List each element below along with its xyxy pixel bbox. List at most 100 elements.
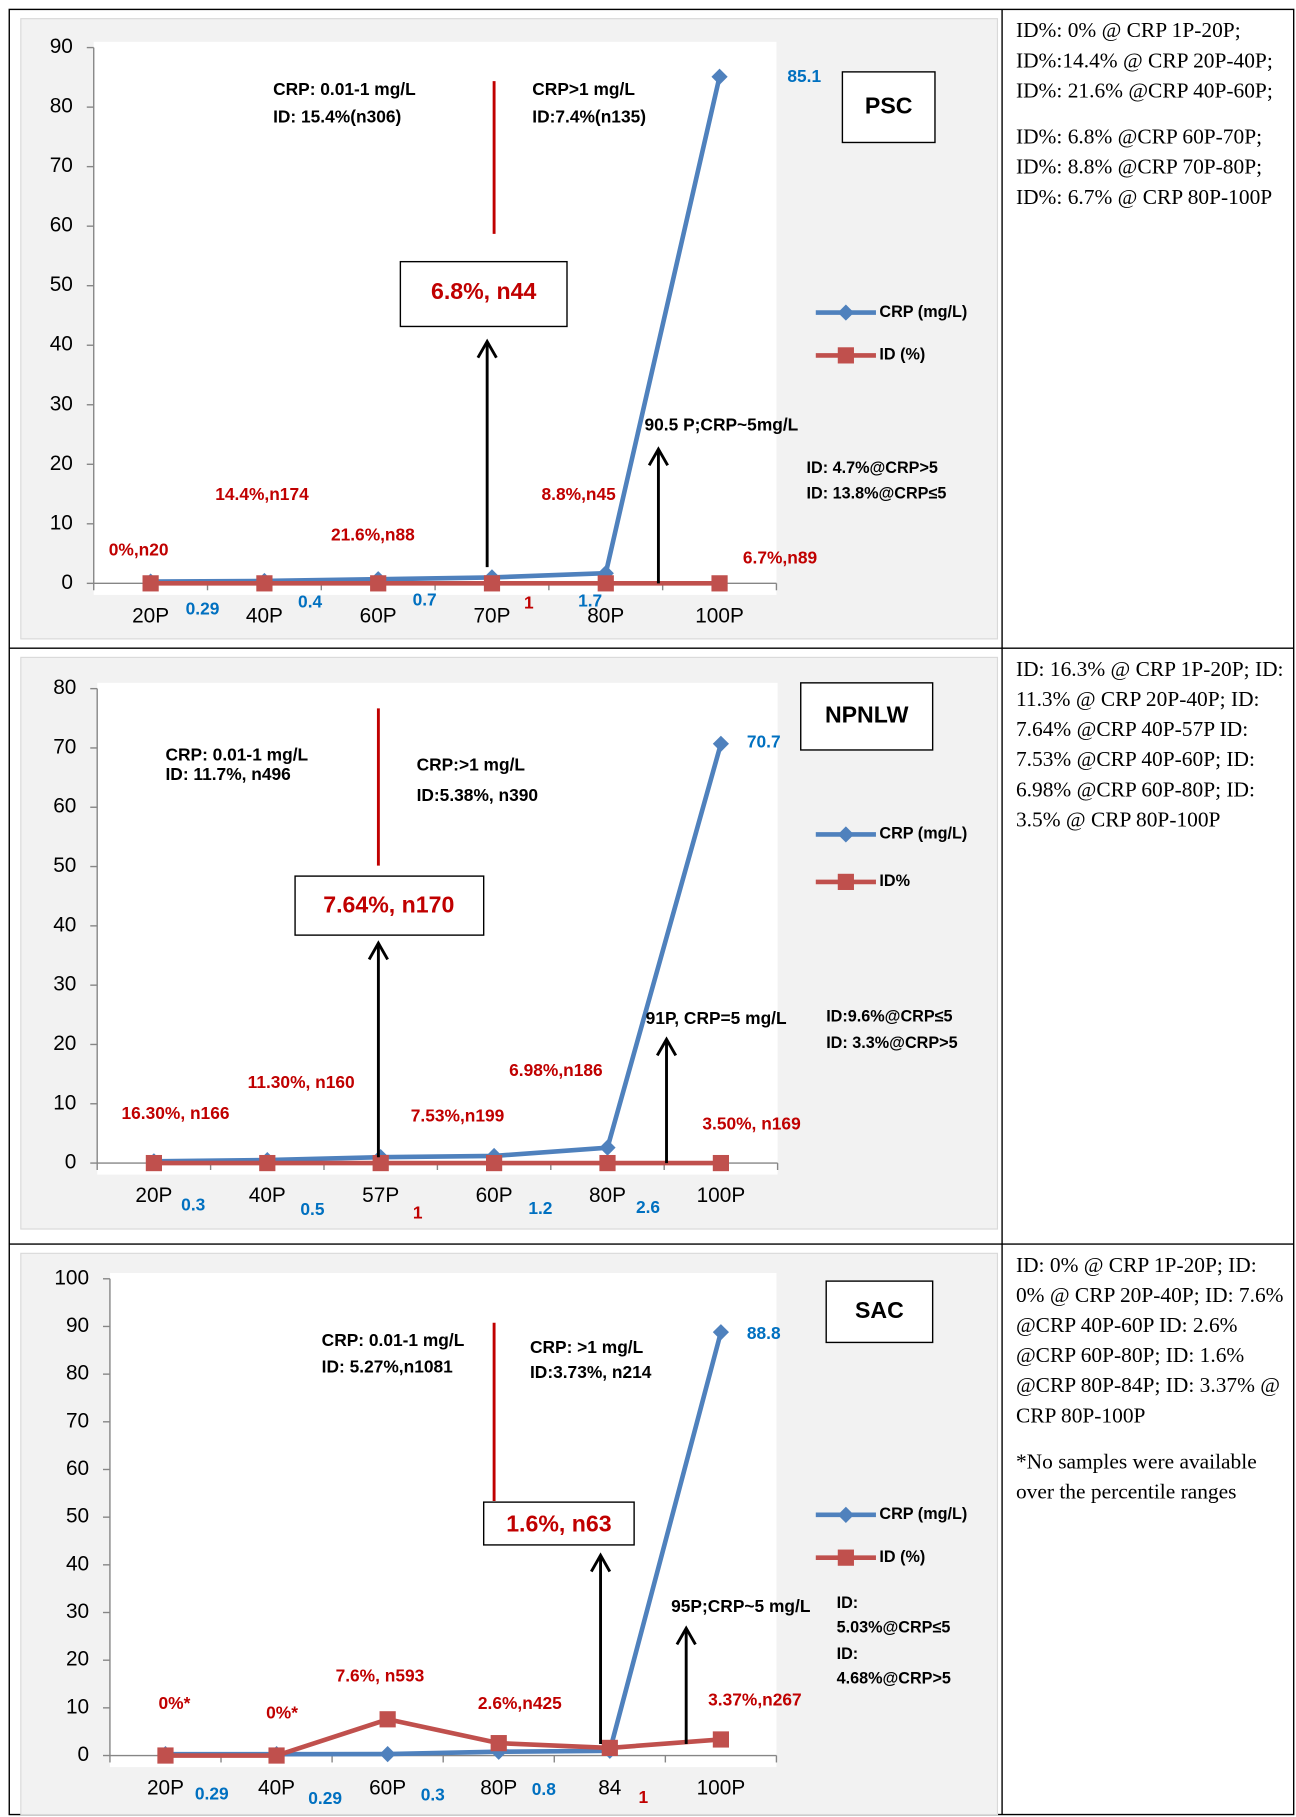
value-label: 0.3 xyxy=(181,1194,205,1214)
y-tick-label: 70 xyxy=(50,154,73,177)
arrow-head xyxy=(647,446,669,467)
annotation: 3.37%,n267 xyxy=(708,1690,802,1710)
y-tick-label: 80 xyxy=(53,676,76,699)
annotation: CRP: 0.01-1 mg/L xyxy=(165,744,308,764)
legend-label: CRP (mg/L) xyxy=(879,1505,967,1523)
chart: 0 10 20 30 40 50 60 70 80 90 100 20P 40P 60P 80P 84 100P… xyxy=(20,1252,999,1816)
x-tick-label: 60P xyxy=(476,1184,513,1207)
y-tick-label: 30 xyxy=(53,973,76,996)
y-tick-label: 30 xyxy=(66,1600,89,1623)
y-tick-label: 20 xyxy=(50,452,73,475)
annotation: ID:9.6%@CRP≤5 xyxy=(826,1008,952,1026)
note-text: ID: 0% @ CRP 1P-20P; ID: 0% @ CRP 20P-40… xyxy=(1016,1251,1289,1508)
y-tick-label: 50 xyxy=(66,1505,89,1528)
y-tick-label: 10 xyxy=(66,1695,89,1718)
value-label: 1 xyxy=(413,1203,423,1223)
note-paragraph: *No samples were available over the perc… xyxy=(1015,1451,1257,1505)
y-tick-label: 50 xyxy=(50,273,73,296)
arrow-head xyxy=(675,1625,697,1646)
y-tick-label: 0 xyxy=(65,1151,77,1174)
annotation: 21.6%,n88 xyxy=(331,524,415,544)
annotation: 7.53%,n199 xyxy=(411,1105,505,1125)
y-tick-label: 40 xyxy=(53,913,76,936)
x-tick-label: 84 xyxy=(598,1777,621,1800)
annotation: ID: 11.7%, n496 xyxy=(165,764,291,784)
legend-label: CRP (mg/L) xyxy=(879,825,967,843)
chart-title: PSC xyxy=(865,92,913,118)
annotation: 90.5 P;CRP~5mg/L xyxy=(645,415,799,435)
y-tick-label: 60 xyxy=(50,214,73,237)
y-tick-label: 40 xyxy=(66,1552,89,1575)
annotation: 0%,n20 xyxy=(109,540,169,560)
marker xyxy=(142,575,159,592)
annotation: 7.6%, n593 xyxy=(336,1665,425,1685)
y-tick-label: 70 xyxy=(66,1409,89,1432)
value-label: 1.2 xyxy=(528,1198,552,1218)
y-tick-label: 80 xyxy=(66,1362,89,1385)
marker xyxy=(837,304,854,321)
x-tick-label: 80P xyxy=(480,1777,517,1800)
series-line xyxy=(165,1716,722,1758)
annotation: 2.6%,n425 xyxy=(478,1693,562,1713)
annotation: ID: xyxy=(837,1594,859,1612)
x-tick-label: 20P xyxy=(132,604,169,627)
annotation: CRP>1 mg/L xyxy=(532,79,635,99)
y-tick-label: 50 xyxy=(53,854,76,877)
marker xyxy=(837,1549,854,1566)
annotation: CRP: 0.01-1 mg/L xyxy=(273,79,416,99)
x-tick-label: 100P xyxy=(695,604,744,627)
annotation: ID:7.4%(n135) xyxy=(532,107,646,127)
annotation: CRP: 0.01-1 mg/L xyxy=(322,1330,465,1350)
arrow-head xyxy=(476,338,498,359)
side-note: ID%: 0% @ CRP 1P-20P; ID%:14.4% @ CRP 20… xyxy=(1015,19,1273,210)
y-tick-label: 30 xyxy=(50,392,73,415)
value-label: 0.29 xyxy=(195,1783,229,1803)
note-paragraph: ID: 0% @ CRP 1P-20P; ID: 0% @ CRP 20P-40… xyxy=(1015,1254,1284,1429)
y-tick-label: 0 xyxy=(61,571,73,594)
title-box xyxy=(841,71,936,144)
annotation: 16.30%, n166 xyxy=(121,1103,229,1123)
value-label: 88.8 xyxy=(747,1323,781,1343)
value-label: 85.1 xyxy=(787,66,821,86)
y-tick-label: 10 xyxy=(50,511,73,534)
marker xyxy=(601,1739,618,1757)
x-tick-label: 40P xyxy=(258,1777,295,1800)
marker xyxy=(145,1154,162,1172)
marker xyxy=(837,873,854,890)
annotation: 3.50%, n169 xyxy=(702,1113,800,1133)
value-label: 1 xyxy=(639,1787,649,1807)
chart-title: NPNLW xyxy=(825,702,909,728)
value-label: 0.5 xyxy=(300,1199,324,1219)
annotation: 4.68%@CRP>5 xyxy=(837,1669,951,1687)
y-tick-label: 10 xyxy=(53,1091,76,1114)
x-tick-label: 70P xyxy=(473,604,510,627)
callout-text: 1.6%, n63 xyxy=(506,1510,612,1536)
y-tick-label: 70 xyxy=(53,735,76,758)
y-tick-label: 20 xyxy=(66,1648,89,1671)
marker xyxy=(599,1139,616,1156)
y-tick-label: 60 xyxy=(66,1457,89,1480)
value-label: 0.29 xyxy=(308,1788,342,1808)
marker xyxy=(712,1324,729,1341)
annotation: 91P, CRP=5 mg/L xyxy=(646,1008,787,1028)
marker xyxy=(837,1506,854,1523)
value-label: 1 xyxy=(524,593,534,613)
note-paragraph: ID%: 0% @ CRP 1P-20P; ID%:14.4% @ CRP 20… xyxy=(1015,19,1273,104)
note-text: ID: 16.3% @ CRP 1P-20P; ID: 11.3% @ CRP … xyxy=(1016,655,1289,836)
value-label: 0.8 xyxy=(532,1779,556,1799)
value-label: 2.6 xyxy=(636,1197,660,1217)
chart-title: SAC xyxy=(855,1297,904,1323)
annotation: ID: xyxy=(837,1645,859,1663)
title-box xyxy=(800,682,934,751)
y-tick-label: 0 xyxy=(78,1743,90,1766)
annotation: 11.30%, n160 xyxy=(248,1072,355,1092)
x-tick-label: 40P xyxy=(246,604,283,627)
annotation: ID: 13.8%@CRP≤5 xyxy=(807,485,947,503)
y-tick-label: 90 xyxy=(66,1314,89,1337)
side-note: ID: 0% @ CRP 1P-20P; ID: 0% @ CRP 20P-40… xyxy=(1016,1251,1289,1508)
marker xyxy=(157,1747,174,1764)
x-tick-label: 80P xyxy=(589,1184,626,1207)
value-label: 1.7 xyxy=(578,590,602,610)
x-tick-label: 57P xyxy=(362,1184,399,1207)
annotation: 14.4%,n174 xyxy=(215,484,309,504)
